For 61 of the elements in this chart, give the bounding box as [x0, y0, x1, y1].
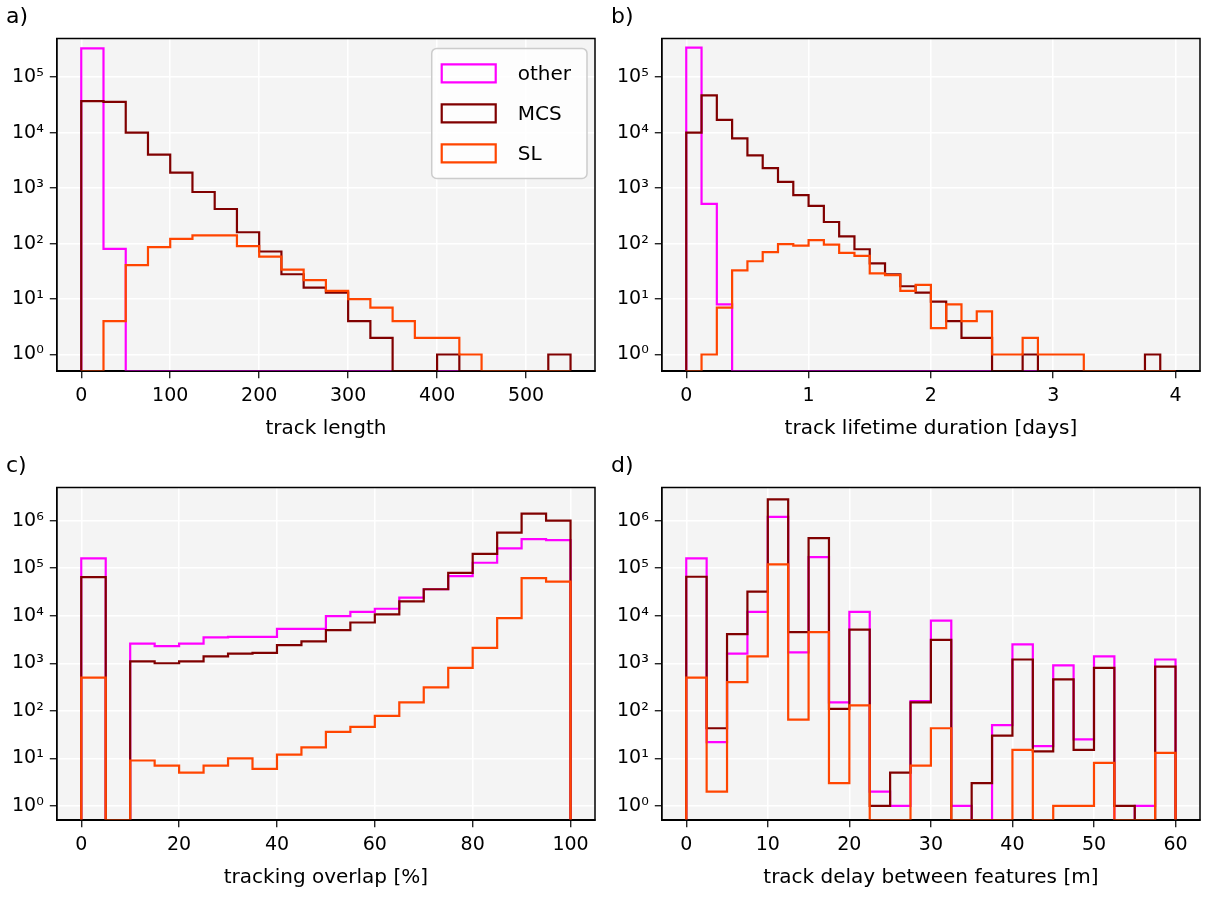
y-tick-label: 10⁴	[617, 602, 650, 625]
x-tick-label: 20	[837, 831, 862, 854]
y-tick-label: 10⁰	[617, 792, 649, 815]
y-tick-label: 10⁶	[617, 507, 649, 530]
y-tick-label: 10⁵	[617, 64, 649, 87]
x-axis-title: tracking overlap [%]	[223, 864, 429, 889]
chart-title: c)	[6, 451, 27, 477]
y-tick-label: 10⁵	[12, 555, 44, 578]
y-tick-label: 10⁰	[12, 792, 44, 815]
y-tick-label: 10⁵	[617, 555, 649, 578]
x-tick-label: 80	[460, 831, 485, 854]
x-tick-label: 50	[1081, 831, 1107, 854]
legend-label: MCS	[517, 100, 562, 125]
y-tick-label: 10³	[617, 175, 649, 198]
y-tick-label: 10³	[617, 650, 649, 673]
y-tick-label: 10¹	[12, 285, 44, 308]
x-axis-title: track lifetime duration [days]	[784, 415, 1078, 440]
y-tick-label: 10²	[12, 230, 44, 253]
x-tick-label: 300	[330, 382, 367, 405]
x-axis-title: track length	[265, 415, 387, 440]
x-tick-label: 0	[680, 831, 693, 854]
x-tick-label: 40	[264, 831, 290, 854]
x-tick-label: 100	[152, 382, 189, 405]
x-tick-label: 3	[1047, 382, 1060, 405]
chart-title: b)	[611, 2, 634, 28]
y-tick-label: 10²	[12, 697, 44, 720]
x-tick-label: 20	[167, 831, 192, 854]
y-tick-label: 10⁰	[617, 341, 649, 364]
y-tick-label: 10⁵	[12, 64, 44, 87]
x-tick-label: 0	[680, 382, 693, 405]
y-tick-label: 10¹	[12, 745, 44, 768]
y-tick-label: 10²	[617, 697, 649, 720]
x-tick-label: 0	[75, 831, 88, 854]
x-tick-label: 100	[552, 831, 589, 854]
x-tick-label: 200	[241, 382, 278, 405]
y-tick-label: 10²	[617, 230, 649, 253]
y-tick-label: 10¹	[617, 745, 649, 768]
x-tick-label: 400	[418, 382, 456, 405]
x-tick-label: 1	[802, 382, 815, 405]
chart-title: d)	[611, 451, 634, 477]
legend-label: other	[517, 60, 572, 85]
y-tick-label: 10¹	[617, 285, 649, 308]
x-tick-label: 2	[924, 382, 937, 405]
x-tick-label: 10	[755, 831, 780, 854]
chart-title: a)	[6, 2, 29, 28]
y-tick-label: 10⁰	[12, 341, 44, 364]
y-tick-label: 10³	[12, 175, 44, 198]
x-axis-title: track delay between features [m]	[763, 864, 1099, 889]
x-tick-label: 60	[362, 831, 387, 854]
y-tick-label: 10⁴	[12, 602, 45, 625]
x-tick-label: 0	[75, 382, 88, 405]
y-tick-label: 10³	[12, 650, 44, 673]
x-tick-label: 40	[1000, 831, 1025, 854]
x-tick-label: 30	[918, 831, 943, 854]
x-tick-label: 60	[1163, 831, 1188, 854]
y-tick-label: 10⁴	[617, 119, 650, 142]
y-tick-label: 10⁴	[12, 119, 45, 142]
y-tick-label: 10⁶	[12, 507, 44, 530]
legend-label: SL	[517, 140, 543, 165]
x-tick-label: 500	[507, 382, 545, 405]
x-tick-label: 4	[1169, 382, 1182, 405]
